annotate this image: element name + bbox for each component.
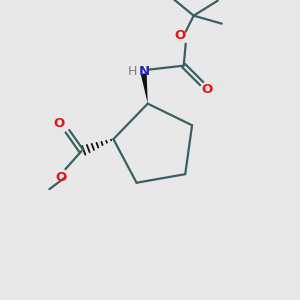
Text: N: N [139, 65, 150, 78]
Polygon shape [141, 73, 148, 104]
Text: O: O [201, 83, 212, 96]
Text: O: O [54, 117, 65, 130]
Text: O: O [174, 29, 185, 42]
Text: O: O [56, 171, 67, 184]
Text: H: H [128, 65, 137, 78]
